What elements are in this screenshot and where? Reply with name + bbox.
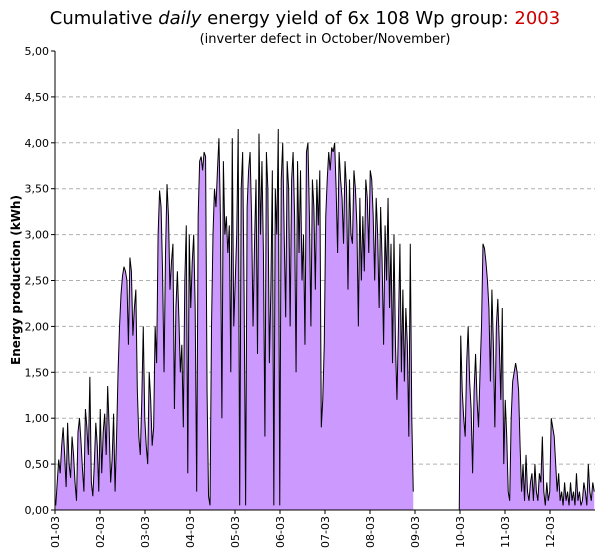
chart-title-year: 2003 (514, 8, 561, 29)
x-tick-label: 04-03 (184, 516, 197, 548)
chart-title-italic: daily (158, 8, 202, 29)
x-tick-label: 05-03 (229, 516, 242, 548)
x-tick-label: 11-03 (499, 516, 512, 548)
y-tick-label: 4,50 (25, 91, 50, 104)
y-tick-label: 3,50 (25, 183, 50, 196)
y-tick-label: 1,50 (25, 366, 50, 379)
x-tick-label: 02-03 (94, 516, 107, 548)
y-tick-labels: 0,00 0,50 1,00 1,50 2,00 2,50 3,00 3,50 4,00 4,50… (25, 45, 55, 517)
y-tick-label: 3,00 (25, 229, 50, 242)
x-tick-label: 07-03 (319, 516, 332, 548)
x-tick-label: 09-03 (409, 516, 422, 548)
y-tick-label: 2,50 (25, 275, 50, 288)
chart-subtitle: (inverter defect in October/November) (199, 32, 451, 47)
energy-line (55, 129, 414, 506)
x-tick-label: 03-03 (139, 516, 152, 548)
x-tick-labels: 01-03 02-03 03-03 04-03 05-03 06-03 07-03 08-03… (49, 510, 557, 548)
y-tick-label: 1,00 (25, 412, 50, 425)
y-tick-label: 2,00 (25, 320, 50, 333)
y-tick-label: 5,00 (25, 45, 50, 58)
x-tick-label: 08-03 (364, 516, 377, 548)
y-axis-label: Energy production (kWh) (9, 195, 23, 365)
x-tick-label: 12-03 (544, 516, 557, 548)
y-tick-label: 4,00 (25, 137, 50, 150)
y-tick-label: 0,00 (25, 504, 50, 517)
energy-area-fill (459, 243, 595, 510)
y-tick-label: 0,50 (25, 458, 50, 471)
x-tick-label: 06-03 (274, 516, 287, 548)
chart-title: Cumulative daily energy yield of 6x 108 … (0, 8, 610, 29)
x-tick-label: 01-03 (49, 516, 62, 548)
energy-line (458, 243, 595, 511)
x-tick-label: 10-03 (454, 516, 467, 548)
chart-title-prefix: Cumulative (49, 8, 159, 29)
energy-area (55, 129, 595, 511)
energy-area-fill (55, 129, 414, 510)
chart-title-middle: energy yield of 6x 108 Wp group: (201, 8, 515, 29)
